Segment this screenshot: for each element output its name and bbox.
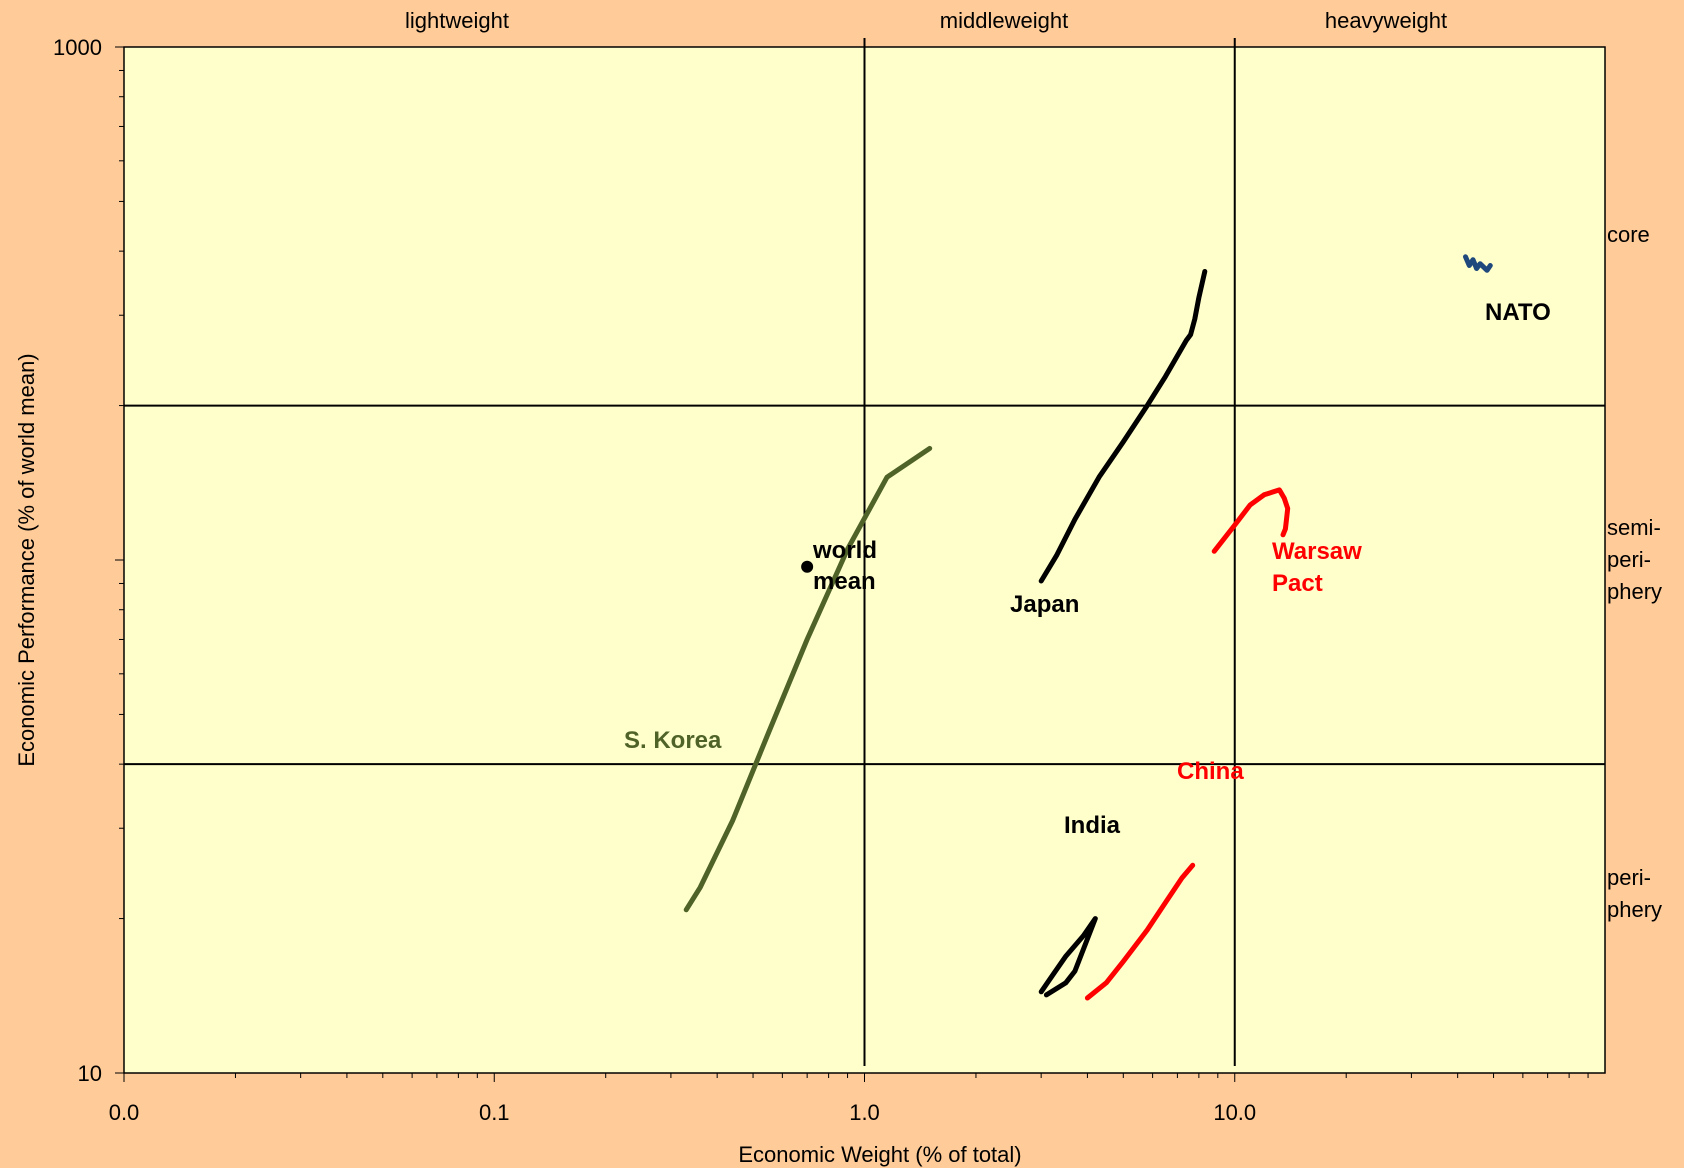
zone-label-periphery: peri-phery — [1607, 865, 1662, 922]
annotation-nato: NATO — [1485, 299, 1551, 326]
series-line-nato — [1463, 254, 1493, 273]
annotation-world-mean: world mean — [812, 537, 877, 595]
x-axis-title: Economic Weight (% of total) — [738, 1142, 1021, 1167]
x-tick-label: 1.0 — [849, 1100, 880, 1125]
zone-label-semi-periphery: semi-peri-phery — [1607, 515, 1662, 604]
annotation-china: China — [1177, 758, 1244, 785]
x-tick-label: 10.0 — [1213, 1100, 1256, 1125]
y-tick-label: 1000 — [53, 35, 102, 60]
series-line-japan — [1038, 269, 1208, 584]
zone-label-middleweight: middleweight — [940, 8, 1068, 33]
series-line-india — [1038, 916, 1098, 998]
series-line-china — [1084, 862, 1196, 1001]
zone-label-core: core — [1607, 222, 1650, 247]
annotation-warsaw-pact: Warsaw Pact — [1272, 538, 1362, 597]
zone-label-heavyweight: heavyweight — [1325, 8, 1447, 33]
x-tick-label: 0.0 — [109, 1100, 140, 1125]
y-axis-title: Economic Performance (% of world mean) — [14, 353, 39, 766]
annotation-india: India — [1064, 812, 1121, 839]
annotation-s-korea: S. Korea — [624, 727, 722, 754]
zone-label-lightweight: lightweight — [405, 8, 509, 33]
series-line-warsaw-pact — [1211, 487, 1291, 554]
y-tick-label: 10 — [78, 1061, 102, 1086]
annotation-japan: Japan — [1010, 591, 1079, 618]
world-mean-marker — [801, 560, 814, 573]
x-tick-label: 0.1 — [479, 1100, 510, 1125]
series-line-s-korea — [683, 445, 933, 913]
